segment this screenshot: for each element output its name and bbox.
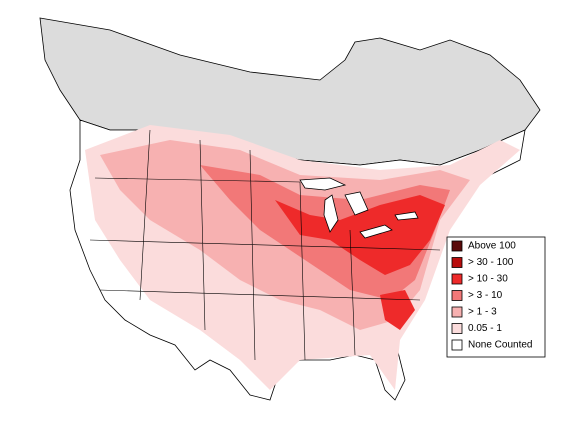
legend-swatch — [451, 323, 463, 334]
legend-swatch — [451, 273, 463, 285]
legend-label: > 10 - 30 — [468, 274, 508, 285]
legend-swatch — [451, 257, 463, 268]
lake — [299, 177, 347, 191]
lake — [394, 211, 419, 221]
legend-swatch — [451, 240, 463, 252]
lake — [323, 194, 339, 233]
legend-label: > 3 - 10 — [468, 290, 503, 301]
border — [89, 129, 441, 361]
legend-label: 0.05 - 1 — [468, 323, 502, 334]
abundance-area — [380, 290, 415, 330]
legend: Above 100 > 30 - 100 > 10 - 30 > 3 - 10 > 1 … — [446, 236, 546, 358]
legend-label: Above 100 — [468, 241, 516, 252]
legend-swatch — [451, 290, 463, 301]
legend-label: > 1 - 3 — [468, 307, 497, 318]
legend-label: None Counted — [468, 340, 533, 351]
abundance — [85, 125, 520, 390]
borders — [89, 129, 441, 361]
legend-swatch — [451, 339, 463, 351]
lake — [359, 224, 393, 239]
legend-label: > 30 - 100 — [468, 257, 514, 268]
great-lakes — [299, 177, 419, 239]
legend-swatch — [451, 306, 463, 318]
legend-box — [446, 236, 546, 358]
lake — [344, 191, 369, 216]
